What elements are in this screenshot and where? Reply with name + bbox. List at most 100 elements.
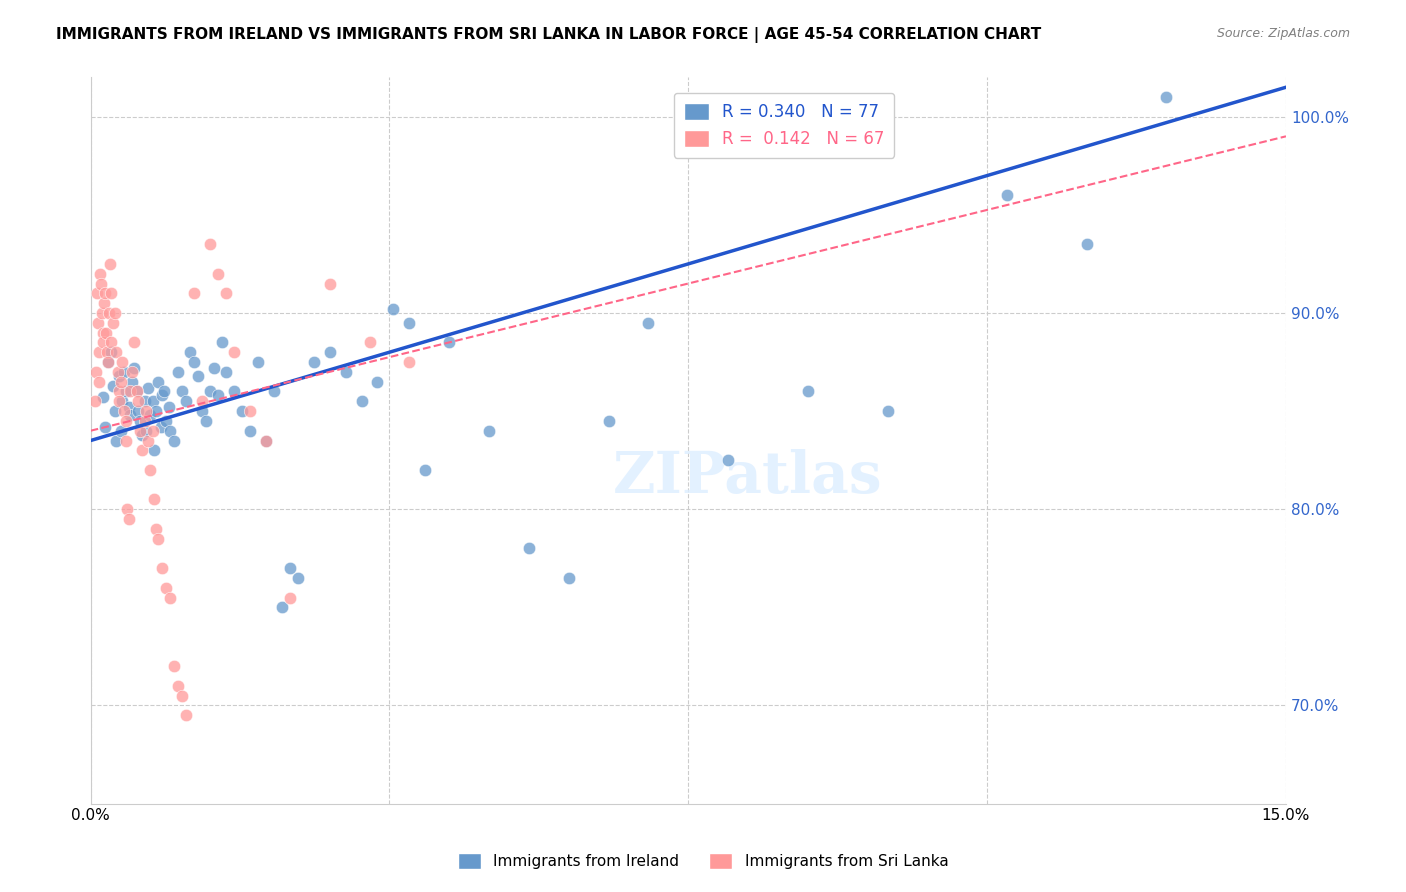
Point: [598, 414, 620, 428]
Point: [174, 708, 197, 723]
Point: [517, 541, 540, 556]
Point: [207, 267, 229, 281]
Point: [87, 345, 110, 359]
Point: [124, 360, 146, 375]
Point: [101, 316, 124, 330]
Point: [89, 375, 111, 389]
Point: [318, 277, 340, 291]
Point: [135, 404, 157, 418]
Point: [398, 355, 420, 369]
Point: [263, 384, 285, 399]
Point: [142, 424, 165, 438]
Point: [150, 561, 173, 575]
Point: [120, 384, 142, 399]
Point: [115, 434, 138, 448]
Point: [91, 326, 114, 340]
Point: [287, 571, 309, 585]
Point: [124, 335, 146, 350]
Point: [105, 434, 128, 448]
Point: [131, 443, 153, 458]
Point: [179, 345, 201, 359]
Point: [108, 394, 131, 409]
Point: [148, 532, 170, 546]
Point: [335, 365, 357, 379]
Point: [159, 424, 181, 438]
Point: [159, 591, 181, 605]
Point: [139, 463, 162, 477]
Point: [207, 388, 229, 402]
Point: [142, 394, 165, 409]
Point: [112, 404, 135, 418]
Point: [86, 286, 108, 301]
Point: [120, 408, 142, 422]
Point: [121, 365, 143, 379]
Point: [93, 335, 115, 350]
Legend: Immigrants from Ireland, Immigrants from Sri Lanka: Immigrants from Ireland, Immigrants from…: [451, 847, 955, 875]
Point: [127, 404, 149, 418]
Point: [94, 286, 117, 301]
Point: [382, 301, 405, 316]
Point: [191, 404, 214, 418]
Point: [318, 345, 340, 359]
Point: [89, 267, 111, 281]
Point: [366, 375, 388, 389]
Point: [112, 365, 135, 379]
Point: [127, 394, 149, 409]
Point: [155, 414, 177, 428]
Point: [143, 443, 166, 458]
Legend: R = 0.340   N = 77, R =  0.142   N = 67: R = 0.340 N = 77, R = 0.142 N = 67: [673, 93, 894, 158]
Point: [239, 404, 262, 418]
Point: [254, 434, 277, 448]
Point: [143, 492, 166, 507]
Point: [93, 296, 115, 310]
Point: [125, 384, 148, 399]
Point: [117, 502, 139, 516]
Point: [115, 384, 138, 399]
Point: [350, 394, 373, 409]
Point: [215, 286, 238, 301]
Point: [183, 286, 205, 301]
Point: [131, 427, 153, 442]
Point: [145, 522, 167, 536]
Point: [254, 434, 277, 448]
Point: [439, 335, 461, 350]
Point: [134, 414, 156, 428]
Point: [215, 365, 238, 379]
Point: [135, 424, 157, 438]
Point: [302, 355, 325, 369]
Point: [87, 316, 110, 330]
Point: [198, 384, 221, 399]
Point: [167, 679, 190, 693]
Point: [121, 375, 143, 389]
Point: [413, 463, 436, 477]
Point: [107, 365, 129, 379]
Point: [118, 400, 141, 414]
Point: [231, 404, 253, 418]
Point: [270, 600, 292, 615]
Point: [145, 404, 167, 418]
Point: [558, 571, 581, 585]
Point: [167, 365, 190, 379]
Point: [129, 424, 152, 438]
Point: [157, 400, 180, 414]
Point: [222, 384, 245, 399]
Point: [105, 345, 128, 359]
Point: [239, 424, 262, 438]
Point: [101, 378, 124, 392]
Point: [129, 414, 152, 428]
Point: [637, 316, 659, 330]
Text: Source: ZipAtlas.com: Source: ZipAtlas.com: [1216, 27, 1350, 40]
Point: [359, 335, 381, 350]
Point: [97, 355, 120, 369]
Point: [150, 388, 173, 402]
Point: [111, 394, 134, 409]
Point: [183, 355, 205, 369]
Point: [1076, 237, 1098, 252]
Text: ZIPatlas: ZIPatlas: [613, 449, 883, 505]
Point: [111, 355, 134, 369]
Point: [114, 414, 136, 428]
Point: [174, 394, 197, 409]
Point: [100, 335, 122, 350]
Point: [211, 335, 233, 350]
Point: [222, 345, 245, 359]
